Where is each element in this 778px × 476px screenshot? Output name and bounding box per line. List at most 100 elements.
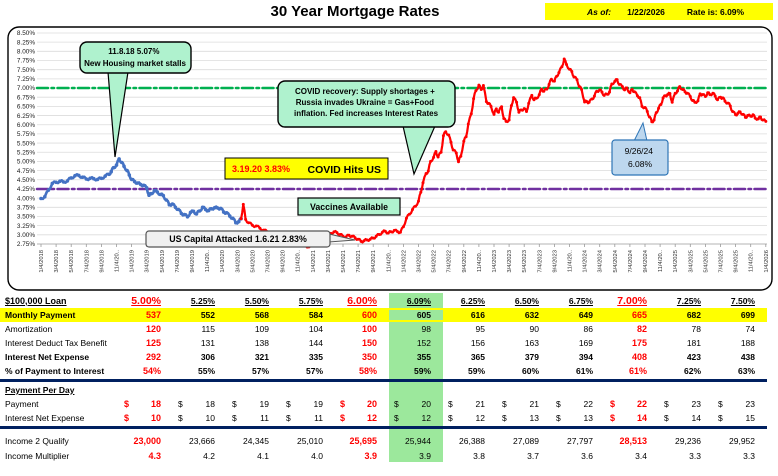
table-cell: 188	[740, 338, 755, 348]
svg-text:US Capital Attacked 1.6.21 2.8: US Capital Attacked 1.6.21 2.83%	[169, 234, 307, 244]
table-cell: 3.4	[635, 450, 647, 461]
cell-value: 15	[745, 413, 755, 423]
svg-text:1/4/2023: 1/4/2023	[492, 250, 498, 273]
svg-text:3/4/2019: 3/4/2019	[145, 250, 151, 273]
cell-value: 22	[583, 399, 593, 409]
svg-text:9/4/2023: 9/4/2023	[552, 250, 558, 273]
table-cell: 156	[470, 338, 485, 348]
row-label: % of Payment to Interest	[5, 366, 105, 376]
table-cell: 144	[308, 338, 323, 348]
svg-text:1/4/2024: 1/4/2024	[583, 249, 589, 272]
svg-text:3.25%: 3.25%	[17, 223, 35, 230]
svg-text:5/4/2023: 5/4/2023	[522, 250, 528, 273]
row-label: Income Multiplier	[5, 450, 70, 461]
table-cell: 29,952	[729, 435, 755, 446]
svg-text:5.50%: 5.50%	[17, 140, 35, 147]
currency-symbol: $	[610, 399, 616, 409]
svg-text:5/4/2021: 5/4/2021	[341, 250, 347, 273]
rate-header-text: 6.09%	[406, 295, 431, 306]
svg-text:11/4/20..: 11/4/20..	[568, 250, 574, 273]
svg-text:7.50%: 7.50%	[17, 67, 35, 74]
mortgage-rate-chart: 8.50% 8.25% 8.00% 7.75% 7.50% 7.25% 7.00% 6.75%…	[7, 26, 773, 291]
as-of-date[interactable]: 1/22/2026	[627, 6, 665, 17]
table-cell: 699	[740, 310, 755, 320]
currency-symbol: $	[394, 413, 399, 423]
table-cell: 3.7	[527, 450, 539, 461]
table-cell: 24,345	[243, 435, 269, 446]
annotation-sep-2024-dip: 9/26/24 6.08%	[611, 121, 669, 176]
table-cell: 98	[421, 324, 431, 334]
rate-header-text: 6.25%	[460, 295, 485, 306]
table-cell: 682	[686, 310, 701, 320]
table-cell: $18	[119, 399, 173, 409]
svg-text:3.19.20 3.83%: 3.19.20 3.83%	[232, 164, 290, 174]
table-cell: $18	[173, 399, 227, 409]
svg-text:1/4/2019: 1/4/2019	[130, 250, 136, 273]
cell-value: 12	[475, 413, 485, 423]
svg-text:9/4/2025: 9/4/2025	[734, 250, 740, 273]
currency-symbol: $	[394, 399, 399, 409]
svg-text:7.75%: 7.75%	[17, 58, 35, 65]
currency-symbol: $	[286, 399, 291, 409]
svg-text:Vaccines Available: Vaccines Available	[310, 202, 388, 212]
table-cell: $11	[281, 413, 335, 423]
table-cell: 649	[578, 310, 593, 320]
table-cell: 60%	[521, 366, 539, 376]
loan-label: $100,000 Loan	[0, 296, 119, 306]
currency-symbol: $	[718, 399, 723, 409]
cell-value: 20	[366, 399, 377, 409]
loan-label-text: $100,000 Loan	[5, 295, 67, 306]
svg-text:2.75%: 2.75%	[17, 241, 35, 248]
cell-value: 22	[636, 399, 647, 409]
section-header-text: Payment Per Day	[5, 385, 75, 395]
chart-border	[7, 26, 773, 291]
svg-text:3/4/2021: 3/4/2021	[326, 250, 332, 273]
table-row-monthly-payment: Monthly Payment 537 552 568 584 600 605 616 632 6…	[0, 308, 767, 322]
rate-header-text: 5.00%	[131, 294, 161, 307]
rate-header-text: 6.50%	[514, 295, 539, 306]
table-cell: 616	[470, 310, 485, 320]
table-cell: 537	[145, 310, 161, 320]
svg-text:3/4/2024: 3/4/2024	[598, 249, 604, 272]
section-divider	[0, 379, 767, 382]
row-label: Monthly Payment	[5, 310, 76, 320]
table-cell: 29,236	[675, 435, 701, 446]
svg-text:3.00%: 3.00%	[17, 232, 35, 239]
rate-header-text: 6.75%	[568, 295, 593, 306]
table-cell: 55%	[197, 366, 215, 376]
svg-text:COVID Hits US: COVID Hits US	[307, 164, 381, 176]
svg-text:7/4/2020: 7/4/2020	[266, 250, 272, 273]
table-cell: 169	[578, 338, 593, 348]
svg-text:1/4/2020: 1/4/2020	[220, 250, 226, 273]
svg-text:6.50%: 6.50%	[17, 104, 35, 111]
table-cell: 306	[200, 352, 215, 362]
table-cell: 100	[361, 324, 377, 334]
table-cell: 25,010	[297, 435, 323, 446]
as-of-label: As of:	[587, 6, 612, 17]
currency-symbol: $	[556, 413, 561, 423]
table-cell: 605	[389, 310, 443, 320]
table-row-payment: Payment $18 $18 $19 $19 $20 $20 $21 $21 $22 $22 $23…	[0, 397, 767, 411]
table-cell: $14	[605, 413, 659, 423]
table-cell: $14	[659, 413, 713, 423]
rate-column-header: 7.50%	[713, 296, 767, 306]
annotation-vaccines: Vaccines Available	[297, 197, 401, 216]
x-axis-labels: 1/4/2018 3/4/2018 5/4/2018 7/4/2018 9/4/2018…	[39, 244, 770, 273]
row-label: Payment	[5, 399, 39, 409]
svg-text:5/4/2025: 5/4/2025	[703, 250, 709, 273]
table-cell: 125	[145, 338, 161, 348]
rate-column-header: 6.00%	[335, 295, 389, 307]
table-row-amortization: Amortization 120 115 109 104 100 98 95 90 86 82 78 7…	[0, 322, 767, 336]
table-cell: $22	[605, 399, 659, 409]
table-cell: 57%	[251, 366, 269, 376]
svg-text:9/26/24 6.08%: 9/26/24 6.08%	[625, 146, 656, 169]
table-cell: 152	[416, 338, 431, 348]
svg-text:7/4/2022: 7/4/2022	[447, 250, 453, 273]
rate-column-header: 7.25%	[659, 296, 713, 306]
rate-header-text: 6.00%	[347, 294, 377, 307]
currency-symbol: $	[718, 413, 723, 423]
row-label: Amortization	[5, 324, 53, 334]
svg-text:1/4/2021: 1/4/2021	[311, 250, 317, 273]
rate-column-header: 6.09%	[389, 296, 443, 306]
svg-text:5/4/2024: 5/4/2024	[613, 249, 619, 272]
